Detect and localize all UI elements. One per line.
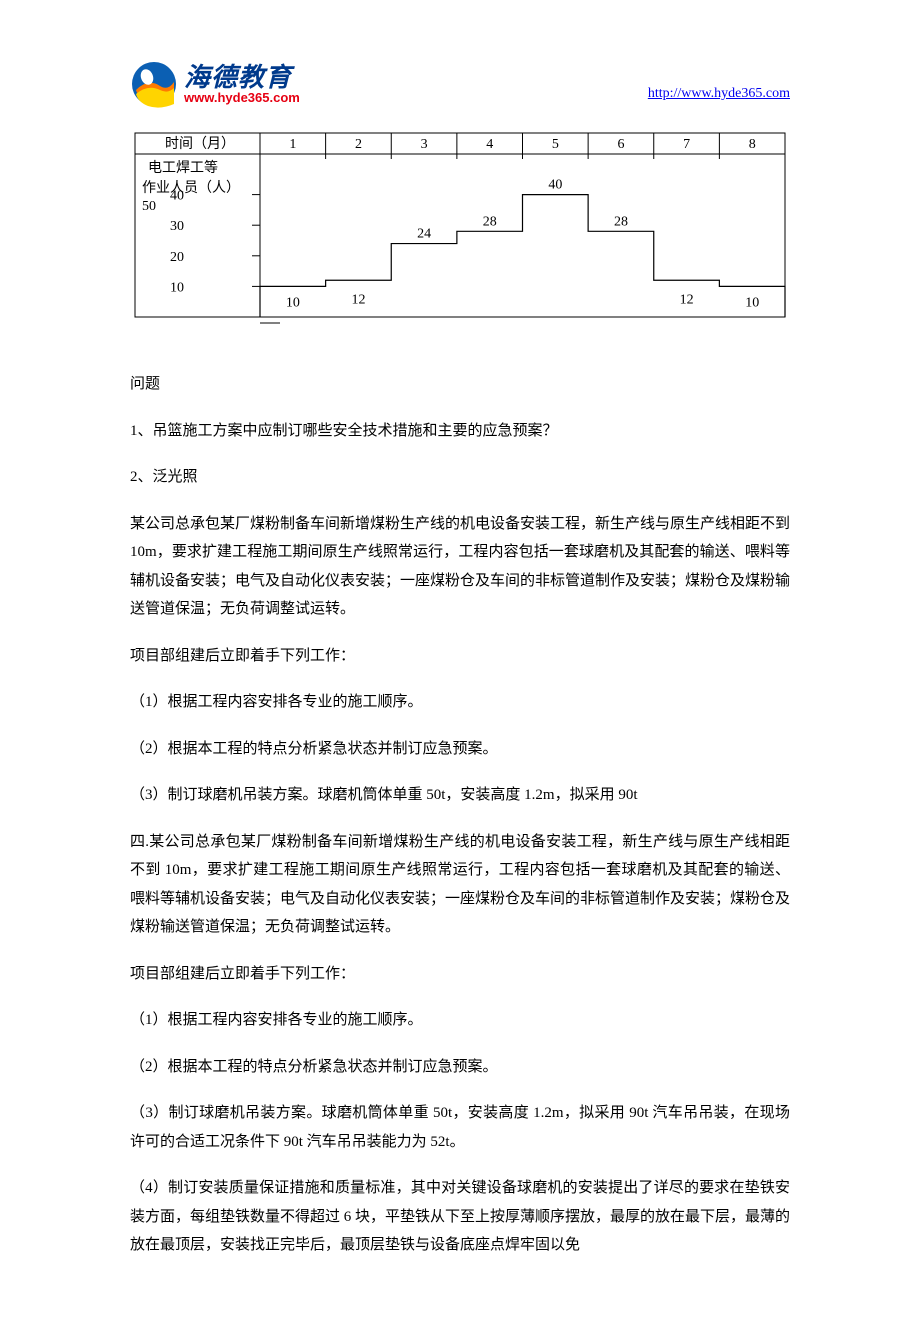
logo: 海德教育 www.hyde365.com [130,60,300,108]
svg-text:30: 30 [170,219,184,234]
svg-text:7: 7 [683,137,690,152]
paragraph: 项目部组建后立即着手下列工作： [130,642,790,671]
question-1: 1、吊篮施工方案中应制订哪些安全技术措施和主要的应急预案？ [130,417,790,446]
list-item: （1）根据工程内容安排各专业的施工顺序。 [130,1006,790,1035]
list-item: （2）根据本工程的特点分析紧急状态并制订应急预案。 [130,735,790,764]
svg-text:12: 12 [680,293,694,308]
svg-text:40: 40 [548,178,562,193]
svg-text:40: 40 [170,189,184,204]
svg-text:1: 1 [289,137,296,152]
svg-text:12: 12 [351,293,365,308]
paragraph: 某公司总承包某厂煤粉制备车间新增煤粉生产线的机电设备安装工程，新生产线与原生产线… [130,510,790,624]
list-item: （2）根据本工程的特点分析紧急状态并制订应急预案。 [130,1053,790,1082]
logo-text-url: www.hyde365.com [184,91,300,105]
svg-text:24: 24 [417,227,431,242]
svg-text:作业人员（人）: 作业人员（人） [142,180,240,196]
svg-text:8: 8 [749,137,756,152]
svg-text:10: 10 [745,296,759,311]
svg-text:2: 2 [355,137,362,152]
svg-text:10: 10 [170,280,184,295]
question-2: 2、泛光照 [130,463,790,492]
list-item: （4）制订安装质量保证措施和质量标准，其中对关键设备球磨机的安装提出了详尽的要求… [130,1174,790,1260]
svg-text:20: 20 [170,250,184,265]
paragraph: 项目部组建后立即着手下列工作： [130,960,790,989]
list-item: （1）根据工程内容安排各专业的施工顺序。 [130,688,790,717]
logo-mark-icon [130,60,178,108]
list-item: （3）制订球磨机吊装方案。球磨机筒体单重 50t，安装高度 1.2m，拟采用 9… [130,781,790,810]
document-body: 问题 1、吊篮施工方案中应制订哪些安全技术措施和主要的应急预案？ 2、泛光照 某… [130,370,790,1260]
logo-text-cn: 海德教育 [184,63,300,92]
svg-text:10: 10 [286,296,300,311]
svg-text:3: 3 [421,137,428,152]
svg-text:28: 28 [483,214,497,229]
header-link[interactable]: http://www.hyde365.com [648,86,790,102]
personnel-chart: 时间（月）12345678电工焊工等作业人员（人）504030201010122… [130,132,790,342]
svg-text:5: 5 [552,137,559,152]
svg-text:时间（月）: 时间（月） [165,136,235,152]
svg-text:6: 6 [617,137,624,152]
page-header: 海德教育 www.hyde365.com http://www.hyde365.… [130,60,790,108]
svg-text:50: 50 [142,199,156,214]
svg-text:电工焊工等: 电工焊工等 [148,159,218,176]
questions-heading: 问题 [130,370,790,399]
svg-text:28: 28 [614,214,628,229]
list-item: （3）制订球磨机吊装方案。球磨机筒体单重 50t，安装高度 1.2m，拟采用 9… [130,1099,790,1156]
svg-text:4: 4 [486,137,493,152]
paragraph: 四.某公司总承包某厂煤粉制备车间新增煤粉生产线的机电设备安装工程，新生产线与原生… [130,828,790,942]
